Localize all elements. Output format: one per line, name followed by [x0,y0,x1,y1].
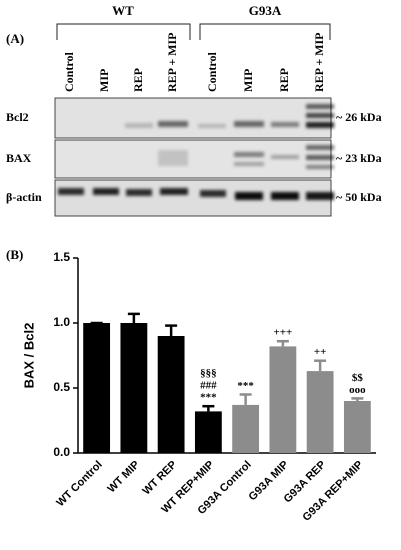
row-label: Bcl2 [6,110,29,124]
x-tick-label: WT REP [141,459,180,498]
bar [343,401,371,453]
x-tick-label: WT MIP [105,459,142,496]
group-label: WT [112,3,134,18]
significance-marker: §§§ [200,368,217,380]
x-tick-label: WT Control [54,459,104,509]
lane-label: Control [62,52,76,92]
bar [157,336,185,453]
panel-label: (B) [6,247,23,262]
significance-marker: ooo [349,384,366,396]
lane-label: REP + MIP [312,32,326,92]
significance-marker: +++ [273,327,292,339]
significance-marker: $$ [352,372,364,384]
blot-strip [54,97,332,139]
significance-marker: *** [200,392,217,404]
group-bracket [56,23,191,40]
row-label: β-actin [6,190,42,204]
y-axis-label: BAX / Bcl2 [21,323,36,389]
size-label: ~ 23 kDa [336,151,382,165]
lane-label: Control [205,52,219,92]
lane-label: REP [131,68,145,92]
lane-label: MIP [241,69,255,92]
panel-label: (A) [6,31,24,46]
y-tick-label: 0.5 [53,380,70,394]
lane-label: REP + MIP [165,32,179,92]
bar [269,346,297,453]
y-tick-label: 1.0 [53,315,70,329]
y-tick-label: 0.0 [53,445,70,459]
bar [232,404,260,453]
bar [120,323,148,453]
significance-marker: ### [200,380,217,392]
group-label: G93A [249,3,282,18]
bands [58,104,334,200]
bar [306,371,334,453]
size-label: ~ 26 kDa [336,110,382,124]
group-bracket [199,23,331,40]
lane-label: MIP [97,69,111,92]
y-tick-label: 1.5 [53,250,70,264]
significance-marker: *** [237,380,254,392]
row-label: BAX [6,151,32,165]
bar [194,411,222,453]
bar [83,323,111,453]
lane-label: REP [277,68,291,92]
significance-marker: ++ [314,346,327,358]
size-label: ~ 50 kDa [336,190,382,204]
